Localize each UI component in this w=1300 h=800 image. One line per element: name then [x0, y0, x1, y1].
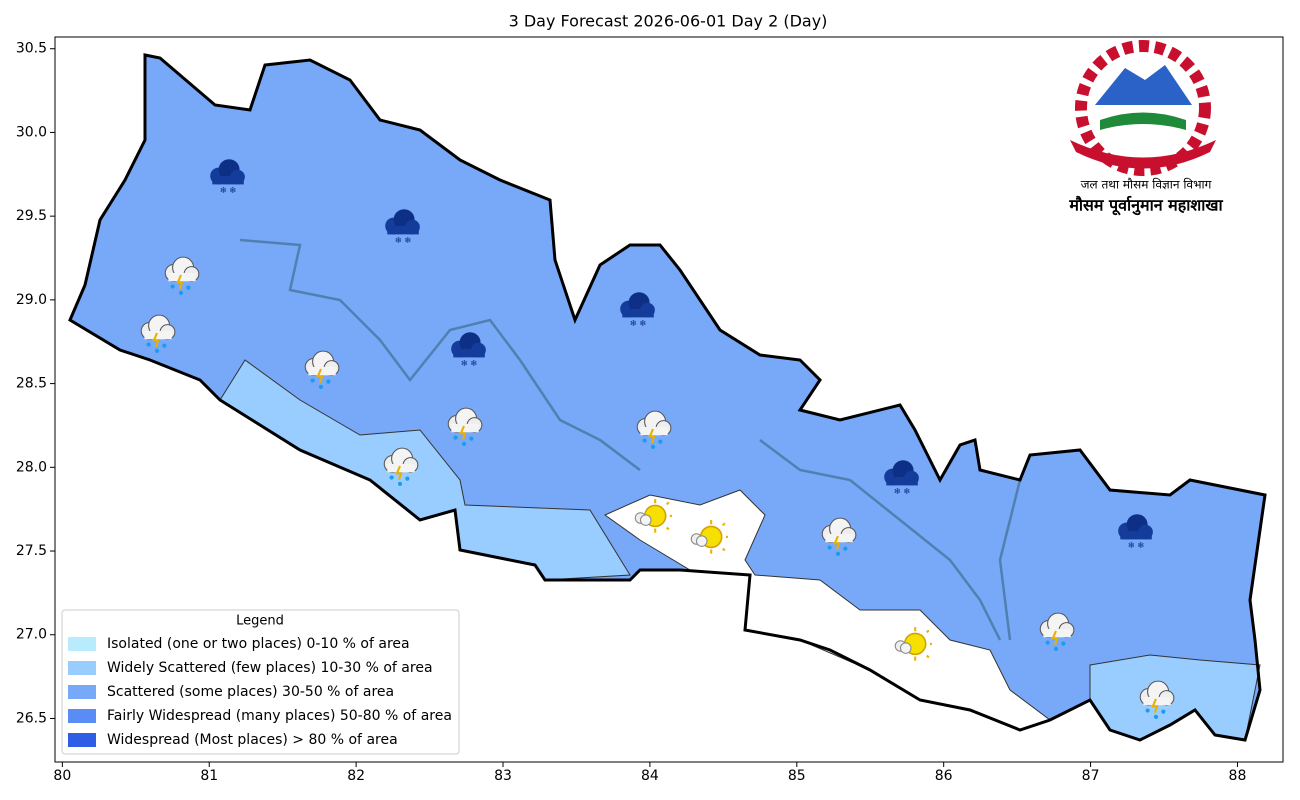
- legend-label: Widespread (Most places) > 80 % of area: [107, 732, 398, 748]
- plot-frame: [54, 36, 1284, 763]
- legend-label: Scattered (some places) 30-50 % of area: [107, 684, 394, 700]
- legend-label: Fairly Widespread (many places) 50-80 % …: [107, 708, 452, 724]
- logo-text: जल तथा मौसम विज्ञान विभाग: [1081, 178, 1212, 192]
- y-tick-label: 27.0: [16, 627, 47, 643]
- y-tick-label: 28.5: [16, 376, 47, 392]
- x-tick-label: 86: [935, 768, 953, 784]
- x-tick-label: 87: [1082, 768, 1100, 784]
- logo-mountain: [1095, 65, 1192, 105]
- legend-box: [61, 609, 460, 755]
- logo-land: [1100, 112, 1186, 130]
- logo-ribbon: [1070, 140, 1216, 169]
- y-tick-label: 27.5: [16, 543, 47, 559]
- legend-swatch: [68, 637, 96, 651]
- y-tick-label: 26.5: [16, 710, 47, 726]
- y-tick-label: 30.5: [16, 41, 47, 57]
- legend-label: Widely Scattered (few places) 10-30 % of…: [107, 660, 433, 676]
- chart-title: 3 Day Forecast 2026-06-01 Day 2 (Day): [509, 12, 828, 31]
- logo-text: मौसम पूर्वानुमान महाशाखा: [1068, 196, 1223, 216]
- legend-swatch: [68, 685, 96, 699]
- y-tick-label: 29.5: [16, 208, 47, 224]
- x-tick-label: 88: [1229, 768, 1247, 784]
- logo: जल तथा मौसम विज्ञान विभाग मौसम पूर्वानुम…: [1068, 40, 1224, 216]
- legend-swatch: [68, 709, 96, 723]
- logo-wreath: [1075, 40, 1211, 176]
- x-tick-label: 80: [53, 768, 71, 784]
- x-tick-label: 84: [641, 768, 659, 784]
- country-outline: [68, 53, 1267, 742]
- legend-title: Legend: [236, 614, 284, 629]
- x-tick-label: 81: [200, 768, 218, 784]
- x-tick-label: 85: [788, 768, 806, 784]
- y-tick-label: 28.0: [16, 459, 47, 475]
- y-tick-label: 30.0: [16, 124, 47, 140]
- legend-swatch: [68, 733, 96, 747]
- x-tick-label: 82: [347, 768, 365, 784]
- legend-label: Isolated (one or two places) 0-10 % of a…: [107, 636, 410, 652]
- province-borders: [239, 238, 1022, 641]
- y-tick-label: 29.0: [16, 292, 47, 308]
- map: [68, 53, 1267, 742]
- legend: Legend Isolated (one or two places) 0-10…: [61, 609, 460, 755]
- light-region: [1089, 654, 1261, 741]
- x-tick-label: 83: [494, 768, 512, 784]
- legend-swatch: [68, 661, 96, 675]
